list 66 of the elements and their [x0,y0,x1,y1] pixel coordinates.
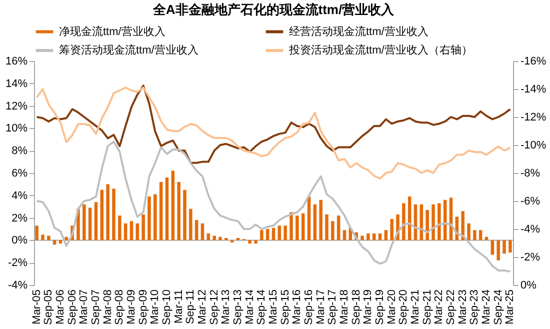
y2-tick-label: -8% [520,168,540,180]
y-tick-label: 2% [12,212,28,224]
legend-label: 净现金流ttm/营业收入 [59,24,166,38]
x-tick-label: Sep-21 [421,290,434,325]
chart-title: 全A非金融地产石化的现金流ttm/营业收入 [152,2,396,17]
y2-tick-label: -12% [520,112,546,124]
x-tick-label: Mar-21 [410,290,422,324]
x-tick-label: Mar-06 [54,290,66,324]
x-tick-label: Sep-06 [66,290,78,325]
x-tick-label: Mar-12 [196,290,208,324]
x-tick-label: Sep-24 [492,290,504,325]
x-tick-label: Sep-20 [398,290,410,325]
x-tick-label: Mar-25 [504,290,516,324]
y2-tick-label: -6% [520,196,540,208]
x-tick-label: Mar-08 [102,290,114,324]
x-tick-label: Mar-20 [386,290,398,324]
y2-tick-label: -16% [520,56,546,68]
x-tick-label: Mar-18 [338,290,351,324]
y2-tick-label: -10% [520,140,546,152]
y2-tick-label: -4% [520,224,540,236]
x-tick-label: Sep-19 [374,290,386,325]
x-tick-label: Sep-23 [468,290,481,325]
x-tick-label: Mar-10 [149,290,162,324]
y-tick-label: -4% [8,280,28,292]
x-tick-label: Sep-05 [42,290,55,325]
y-tick-label: 12% [5,100,28,112]
x-tick-label: Sep-10 [160,290,173,325]
y-tick-label: 16% [5,56,28,68]
x-tick-label: Mar-24 [480,290,493,324]
x-tick-label: Sep-17 [326,290,339,325]
legend-label: 投资活动现金流ttm/营业收入（右轴） [288,44,472,56]
x-tick-label: Sep-09 [137,290,150,325]
x-tick-label: Sep-07 [90,290,102,325]
x-tick-label: Sep-11 [184,290,197,324]
x-tick-label: Sep-08 [114,290,126,325]
x-tick-label: Sep-15 [279,290,292,325]
x-tick-label: Mar-07 [78,290,90,324]
legend-label: 经营活动现金流ttm/营业收入 [289,24,428,38]
x-tick-label: Mar-13 [220,290,232,324]
y-tick-label: -2% [8,257,28,270]
legend-label: 筹资活动现金流ttm/营业收入 [59,44,198,56]
y-tick-label: 4% [12,190,28,202]
x-tick-label: Sep-14 [256,290,268,325]
x-tick-label: Mar-16 [291,290,304,324]
y2-tick-label: -14% [520,84,546,96]
x-tick-label: Mar-05 [30,290,43,324]
x-tick-label: Sep-18 [350,290,362,325]
x-tick-label: Mar-17 [314,290,327,324]
y-tick-label: 8% [12,145,28,158]
x-tick-label: Sep-22 [445,290,458,325]
x-tick-label: Mar-15 [268,290,280,324]
x-tick-label: Mar-23 [456,290,469,324]
x-tick-label: Sep-16 [303,290,316,325]
x-tick-label: Mar-11 [172,290,185,324]
y-tick-label: 0% [12,234,28,247]
y-tick-label: 6% [12,168,28,180]
x-tick-label: Sep-13 [232,290,244,325]
y-tick-label: 14% [5,78,28,90]
y-tick-label: 10% [5,122,28,135]
y2-tick-label: 0% [520,280,537,292]
x-tick-label: Mar-14 [244,290,256,324]
x-tick-label: Mar-19 [362,290,374,324]
y2-tick-label: -2% [520,252,540,264]
x-tick-label: Mar-22 [433,290,446,324]
x-tick-label: Sep-12 [208,290,220,325]
x-tick-label: Mar-09 [125,290,138,324]
